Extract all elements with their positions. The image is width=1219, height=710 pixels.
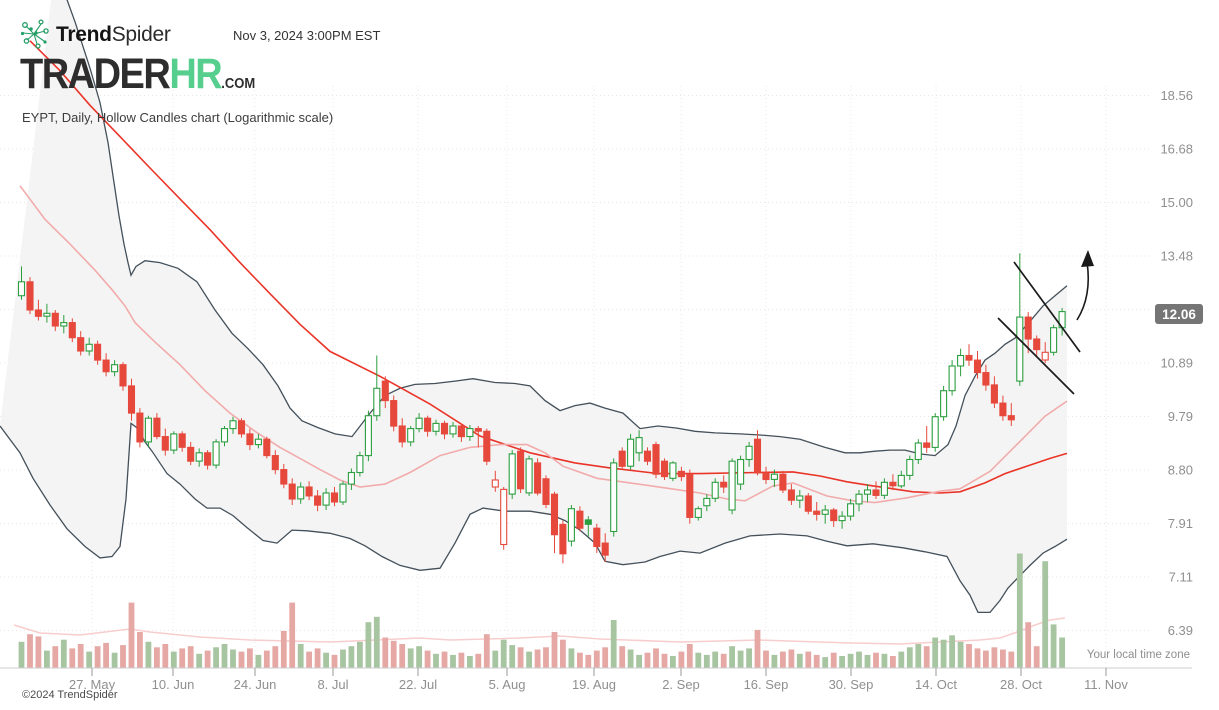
- last-price-badge: 12.06: [1155, 304, 1203, 324]
- time-axis-label: 28. Oct: [1000, 677, 1042, 692]
- price-axis: 18.5616.6815.0013.4812.1210.899.798.807.…: [1155, 88, 1203, 638]
- watermark-suffix: .COM: [221, 74, 256, 92]
- time-axis: 27. May 10. Jun 24. Jun 8. Jul 22. Jul 5. Aug…: [0, 667, 1192, 692]
- time-axis-label: 10. Jun: [152, 677, 195, 692]
- breakout-arrow-head: [1081, 250, 1094, 267]
- candles-layer: [17, 253, 1066, 564]
- traderhr-watermark: TRADERHR.COM: [20, 51, 255, 99]
- watermark-main: TRADER: [20, 51, 171, 99]
- trendspider-brand[interactable]: TrendSpider: [20, 18, 171, 52]
- price-axis-label: 8.80: [1168, 463, 1193, 478]
- breakout-arrow: [1076, 261, 1090, 321]
- price-axis-label: 7.11: [1169, 570, 1193, 585]
- price-axis-label: 16.68: [1160, 142, 1193, 157]
- grid-layer: [0, 86, 1150, 668]
- watermark-accent: HR: [169, 51, 222, 99]
- price-axis-label: 9.79: [1168, 409, 1193, 424]
- price-axis-label: 13.48: [1160, 249, 1193, 264]
- price-axis-label: 18.56: [1160, 88, 1193, 103]
- volume-bars: [18, 553, 1065, 669]
- price-axis-label: 7.91: [1168, 516, 1193, 531]
- trendline-annotations[interactable]: [997, 250, 1094, 395]
- chart-timestamp: Nov 3, 2024 3:00PM EST: [233, 28, 381, 43]
- time-axis-label: 5. Aug: [489, 677, 526, 692]
- time-axis-label: 14. Oct: [915, 677, 957, 692]
- svg-text:12.06: 12.06: [1162, 307, 1196, 322]
- time-axis-label: 30. Sep: [829, 677, 874, 692]
- brand-text-bold: Trend: [56, 23, 112, 46]
- time-axis-label: 16. Sep: [744, 677, 789, 692]
- timezone-note[interactable]: Your local time zone: [1086, 649, 1190, 661]
- copyright-note: ©2024 TrendSpider: [22, 689, 118, 701]
- ma-line-red: [29, 40, 1068, 494]
- spider-icon: [20, 19, 49, 49]
- time-axis-label: 8. Jul: [317, 677, 348, 692]
- time-axis-label: 19. Aug: [572, 677, 616, 692]
- ma-line-pink: [19, 185, 1068, 504]
- time-axis-label: 22. Jul: [399, 677, 437, 692]
- time-axis-label: 27. May: [69, 677, 116, 692]
- time-axis-label: 2. Sep: [662, 677, 700, 692]
- time-axis-label: 11. Nov: [1084, 677, 1128, 692]
- chart-title: EYPT, Daily, Hollow Candles chart (Logar…: [22, 110, 334, 125]
- price-axis-label: 6.39: [1168, 623, 1193, 638]
- brand-text-light: Spider: [111, 23, 171, 46]
- price-axis-label: 15.00: [1160, 195, 1193, 210]
- price-axis-label: 10.89: [1160, 356, 1193, 371]
- time-axis-label: 24. Jun: [234, 677, 277, 692]
- volume-ma-line: [13, 617, 1066, 645]
